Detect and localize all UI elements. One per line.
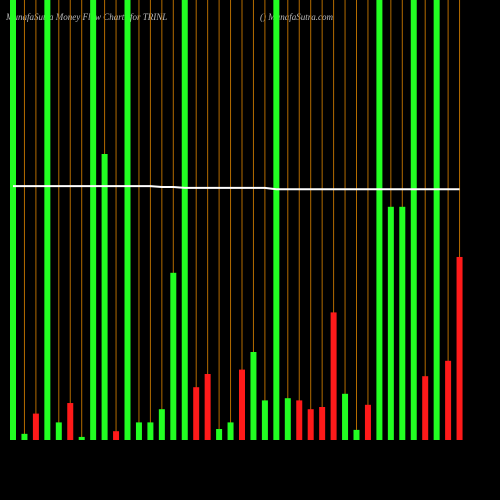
bar [147, 422, 154, 440]
bar [353, 429, 360, 440]
bar [387, 206, 394, 440]
bar [21, 433, 28, 440]
bar [44, 0, 51, 440]
bar [445, 360, 452, 440]
bar [113, 431, 120, 440]
bar [342, 393, 349, 440]
bar [239, 369, 245, 440]
chart-subtitle: () MunafaSutra.com [260, 12, 333, 22]
bar [32, 413, 39, 440]
bar [90, 0, 97, 440]
line [13, 185, 460, 191]
bar [364, 404, 371, 440]
bar [410, 0, 417, 440]
bar [204, 374, 211, 440]
chart-title: MunafaSutra Money Flow Charts for TRINL [5, 12, 167, 22]
bar [376, 0, 383, 440]
bar [55, 422, 62, 440]
bar [250, 352, 257, 440]
bar [135, 422, 142, 440]
bar [422, 376, 429, 440]
bar [296, 400, 303, 440]
bar [181, 0, 188, 440]
bar [456, 256, 463, 440]
bar [227, 422, 234, 440]
bar [319, 407, 326, 440]
bar [101, 154, 108, 440]
bar [170, 272, 177, 440]
bar [216, 429, 223, 440]
bar [330, 312, 337, 440]
bar [307, 409, 314, 440]
bar [10, 0, 16, 440]
bar [158, 409, 165, 440]
bar [261, 400, 268, 440]
bar [67, 403, 74, 440]
bar [273, 0, 280, 440]
bar [124, 0, 131, 440]
bar [399, 206, 406, 440]
bar [433, 0, 440, 440]
bar [78, 436, 85, 440]
bar [193, 387, 200, 440]
bar [284, 398, 291, 440]
